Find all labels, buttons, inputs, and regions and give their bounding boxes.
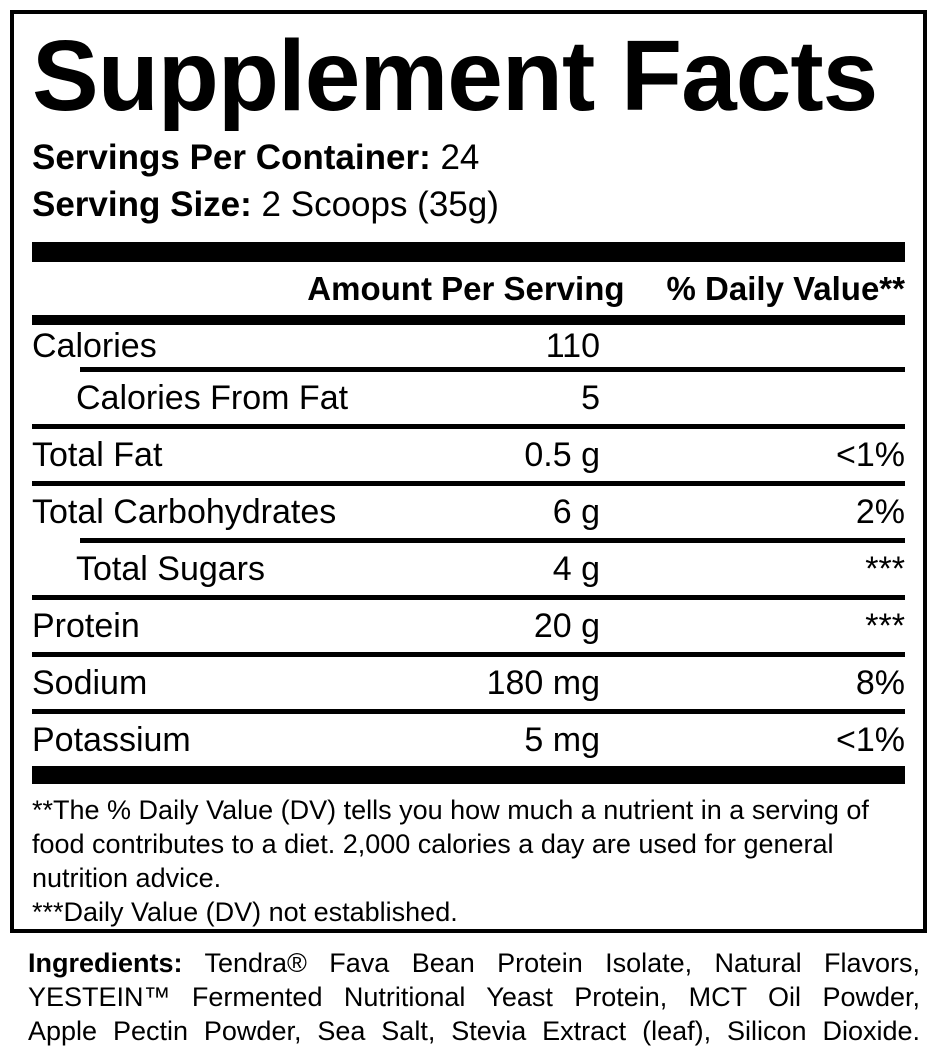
nutrient-row-sodium: Sodium 180 mg 8% <box>32 657 905 709</box>
nutrient-label: Potassium <box>32 720 191 759</box>
supplement-facts-panel: Supplement Facts Servings Per Container:… <box>10 10 927 933</box>
nutrient-amount: 4 g <box>552 549 600 588</box>
servings-per-container-label: Servings Per Container: <box>32 138 431 177</box>
divider-header <box>32 315 905 325</box>
ingredients-text: Tendra® Fava Bean Protein Isolate, Natur… <box>28 948 921 1046</box>
nutrient-dv: 2% <box>855 492 905 531</box>
nutrient-dv: <1% <box>836 720 905 759</box>
ingredients-paragraph: Ingredients: Tendra® Fava Bean Protein I… <box>28 946 920 1048</box>
serving-size-line: Serving Size: 2 Scoops (35g) <box>32 181 905 228</box>
servings-per-container-value: 24 <box>440 138 480 177</box>
panel-title: Supplement Facts <box>32 20 878 132</box>
nutrient-amount: 0.5 g <box>524 435 600 474</box>
nutrient-row-calories-from-fat: Calories From Fat 5 <box>32 372 905 424</box>
nutrient-label: Total Sugars <box>76 549 265 588</box>
nutrient-label: Sodium <box>32 663 148 702</box>
not-established-footnote: ***Daily Value (DV) not established. <box>32 897 458 927</box>
row-divider-indented <box>80 367 905 372</box>
nutrient-amount: 110 <box>545 326 600 365</box>
nutrient-amount: 5 <box>581 378 600 417</box>
row-divider <box>32 709 905 714</box>
nutrient-row-total-sugars: Total Sugars 4 g *** <box>32 543 905 595</box>
nutrient-row-calories: Calories 110 <box>32 325 905 367</box>
nutrient-label: Calories <box>32 326 157 365</box>
nutrient-amount: 6 g <box>552 492 600 531</box>
nutrient-row-protein: Protein 20 g *** <box>32 600 905 652</box>
nutrient-label: Calories From Fat <box>76 378 349 417</box>
nutrient-label: Total Carbohydrates <box>32 492 337 531</box>
nutrient-row-total-carbohydrates: Total Carbohydrates 6 g 2% <box>32 486 905 538</box>
nutrient-dv: 8% <box>855 663 905 702</box>
daily-value-footnote: **The % Daily Value (DV) tells you how m… <box>32 795 869 893</box>
nutrient-label: Total Fat <box>32 435 163 474</box>
row-divider <box>32 424 905 429</box>
nutrient-dv: *** <box>865 606 905 645</box>
divider-thick-top <box>32 242 905 262</box>
serving-size-label: Serving Size: <box>32 185 252 224</box>
nutrient-amount: 20 g <box>533 606 600 645</box>
nutrient-label: Protein <box>32 606 140 645</box>
table-header-row: Amount Per Serving % Daily Value** <box>32 262 905 315</box>
nutrient-amount: 180 mg <box>486 663 600 702</box>
amount-per-serving-header: Amount Per Serving <box>307 269 625 307</box>
nutrient-row-potassium: Potassium 5 mg <1% <box>32 714 905 766</box>
nutrient-row-total-fat: Total Fat 0.5 g <1% <box>32 429 905 481</box>
row-divider <box>32 481 905 486</box>
row-divider <box>32 652 905 657</box>
servings-per-container-line: Servings Per Container: 24 <box>32 134 905 181</box>
divider-thick-bottom <box>32 766 905 784</box>
nutrient-amount: 5 mg <box>524 720 600 759</box>
nutrient-dv: *** <box>865 549 905 588</box>
row-divider-indented <box>80 538 905 543</box>
serving-size-value: 2 Scoops (35g) <box>261 185 499 224</box>
nutrient-dv: <1% <box>836 435 905 474</box>
ingredients-label: Ingredients: <box>28 948 183 978</box>
daily-value-header: % Daily Value** <box>666 269 905 307</box>
row-divider <box>32 595 905 600</box>
